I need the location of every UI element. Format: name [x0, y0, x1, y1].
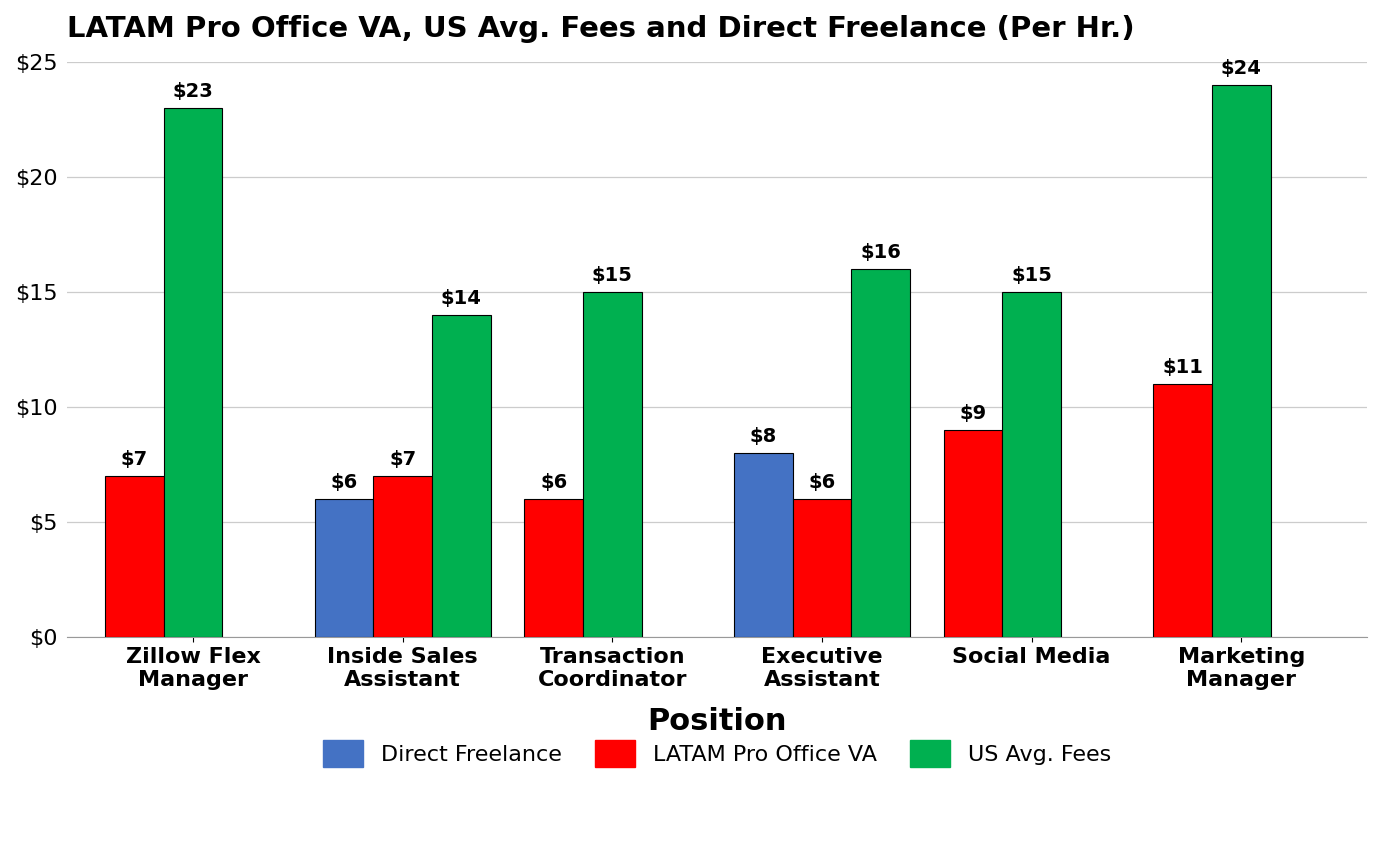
- Text: $8: $8: [749, 428, 777, 446]
- Text: $9: $9: [959, 404, 987, 423]
- Text: $14: $14: [441, 289, 482, 308]
- Bar: [164, 108, 223, 637]
- Text: $6: $6: [330, 473, 358, 492]
- Bar: [793, 499, 851, 637]
- Bar: [1212, 85, 1270, 637]
- Text: $15: $15: [1012, 266, 1052, 286]
- Text: $6: $6: [540, 473, 567, 492]
- Bar: [944, 430, 1002, 637]
- Text: $16: $16: [860, 243, 901, 262]
- Bar: [524, 499, 583, 637]
- X-axis label: Position: Position: [647, 707, 786, 736]
- Text: $23: $23: [173, 82, 213, 101]
- Text: LATAM Pro Office VA, US Avg. Fees and Direct Freelance (Per Hr.): LATAM Pro Office VA, US Avg. Fees and Di…: [68, 15, 1135, 43]
- Bar: [734, 453, 793, 637]
- Bar: [1002, 292, 1061, 637]
- Bar: [315, 499, 373, 637]
- Bar: [583, 292, 641, 637]
- Bar: [373, 476, 433, 637]
- Text: $7: $7: [390, 451, 416, 469]
- Bar: [1153, 384, 1212, 637]
- Text: $15: $15: [591, 266, 633, 286]
- Bar: [851, 269, 909, 637]
- Legend: Direct Freelance, LATAM Pro Office VA, US Avg. Fees: Direct Freelance, LATAM Pro Office VA, U…: [314, 731, 1121, 775]
- Text: $7: $7: [120, 451, 148, 469]
- Bar: [433, 315, 491, 637]
- Text: $6: $6: [808, 473, 836, 492]
- Bar: [105, 476, 164, 637]
- Text: $11: $11: [1162, 358, 1202, 377]
- Text: $24: $24: [1220, 59, 1262, 78]
